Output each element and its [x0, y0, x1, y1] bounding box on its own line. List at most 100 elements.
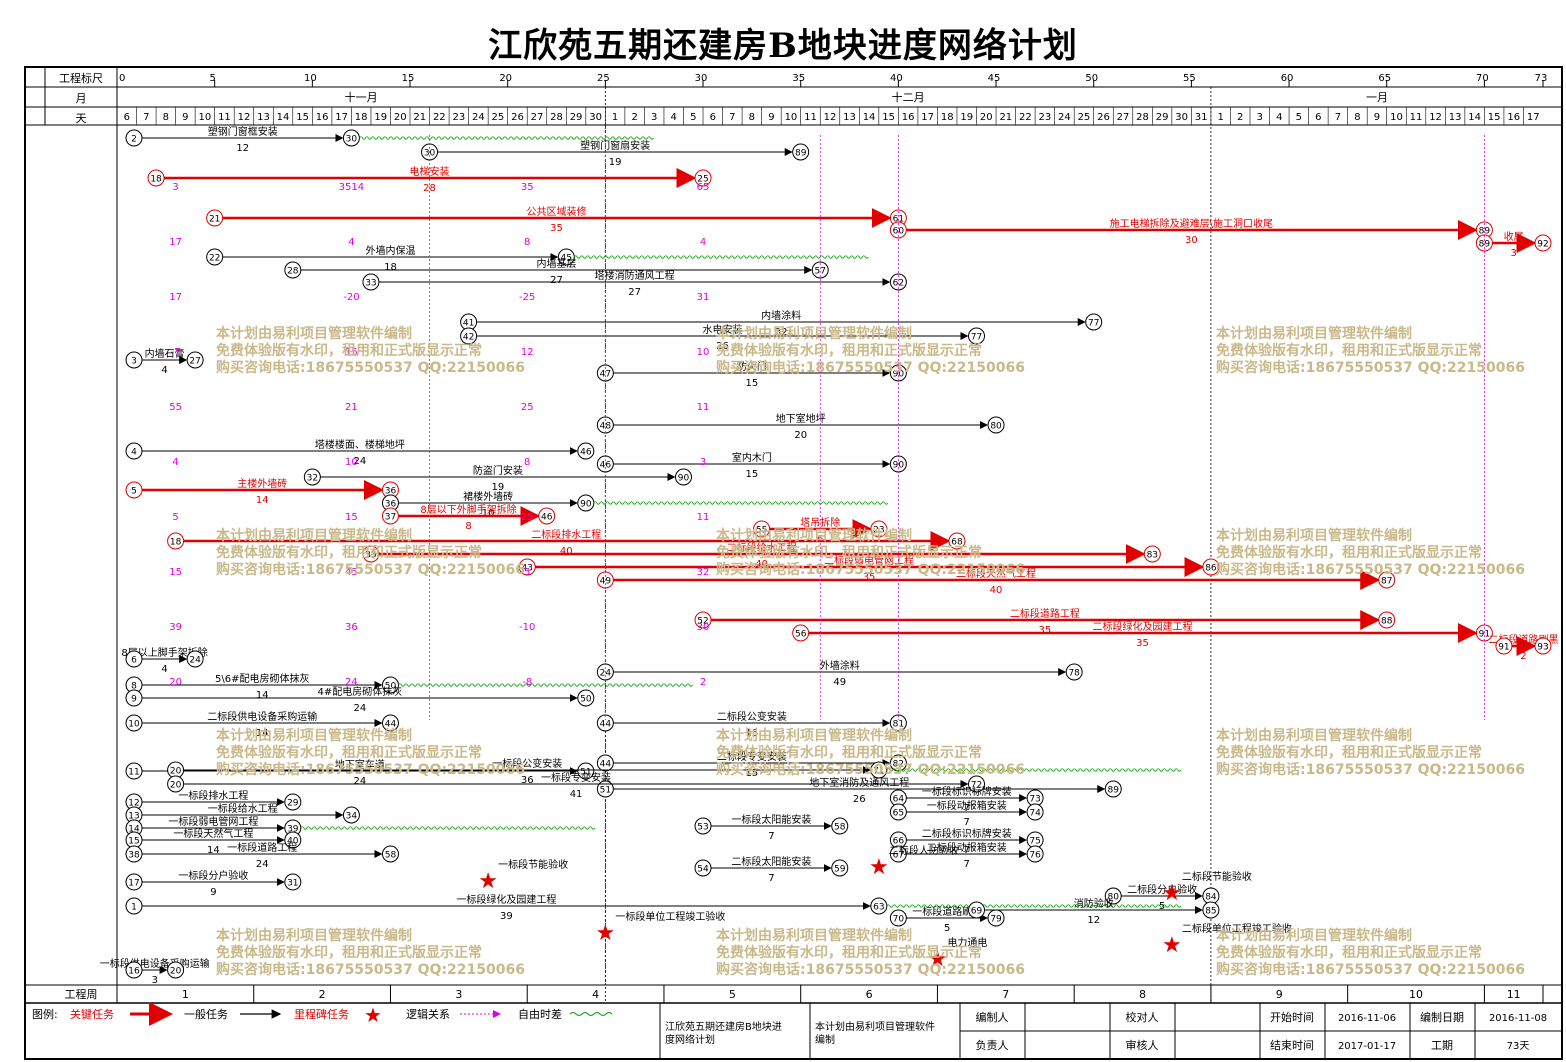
event-node-number: 90 — [893, 461, 905, 471]
task-23: 二标段弱电管网工程 35 43 86 — [518, 554, 1220, 583]
event-node: 30 — [342, 129, 360, 147]
event-node: 44 — [596, 754, 614, 772]
float-label: 4 — [172, 457, 178, 468]
float-label: 55 — [169, 402, 182, 413]
day-label: 20 — [980, 112, 993, 123]
day-label: 25 — [1078, 112, 1091, 123]
event-node-circle — [792, 143, 810, 161]
watermark-line: 免费体验版有水印，租用和正式版显示正常 — [716, 545, 982, 561]
task-label: 内墙涂料 — [761, 309, 801, 322]
scale-tick-label: 73 — [1535, 73, 1548, 84]
task-label: 二标段分户验收 — [1127, 883, 1197, 896]
footer-owner-label: 负责人 — [976, 1038, 1009, 1052]
event-node-number: 68 — [951, 538, 963, 548]
task-label: 二标段标识标牌安装 — [922, 827, 1012, 840]
watermark-line: 免费体验版有水印，租用和正式版显示正常 — [216, 343, 482, 359]
event-node-circle — [125, 481, 143, 499]
task-duration: 7 — [964, 817, 970, 828]
footer-duration-label: 工期 — [1431, 1039, 1453, 1052]
event-node-circle — [889, 221, 907, 239]
day-label: 29 — [1156, 112, 1169, 123]
event-node-number: 24 — [600, 669, 612, 679]
event-node-number: 82 — [893, 760, 904, 770]
float-label: 21 — [345, 402, 358, 413]
day-label: 14 — [1468, 112, 1481, 123]
event-node-number: 42 — [463, 333, 474, 343]
event-node-circle — [577, 689, 595, 707]
event-node: 72 — [968, 775, 986, 793]
event-node-number: 30 — [346, 135, 358, 145]
task-label: 二标段专变安装 — [717, 750, 787, 763]
day-label: 13 — [257, 112, 270, 123]
event-node-circle — [968, 775, 986, 793]
task-label: 二标段给水工程 — [727, 541, 797, 554]
task-10: 水电安装 26 42 77 — [460, 323, 986, 352]
task-label: 二标段弱电管网工程 — [824, 554, 914, 567]
float-label: 25 — [521, 512, 534, 523]
event-node: 79 — [987, 909, 1005, 927]
task-duration: 14 — [207, 845, 220, 856]
event-node-number: 46 — [541, 513, 553, 523]
event-node-circle — [596, 754, 614, 772]
event-node-number: 43 — [521, 564, 532, 574]
event-node: 65 — [889, 803, 907, 821]
task-label: 防盗门安装 — [473, 464, 523, 477]
page-title: 江欣苑五期还建房B地块进度网络计划 — [488, 26, 1078, 66]
free-float-wave — [593, 501, 889, 505]
event-node: 92 — [1534, 234, 1552, 252]
event-node-circle — [1495, 637, 1513, 655]
event-node-circle — [1104, 780, 1122, 798]
event-node: 3 — [125, 351, 143, 369]
event-node: 93 — [1534, 637, 1552, 655]
footer-software-cont: 编制 — [815, 1033, 835, 1046]
watermark-line: 免费体验版有水印，租用和正式版显示正常 — [716, 343, 982, 359]
event-node: 80 — [1104, 887, 1122, 905]
event-node-circle — [381, 714, 399, 732]
event-node: 29 — [284, 793, 302, 811]
event-node-number: 55 — [756, 526, 767, 536]
day-label: 22 — [1019, 112, 1032, 123]
task-label: 施工电梯拆除及避难层\施工洞口收尾 — [1110, 217, 1273, 230]
event-node-number: 24 — [189, 656, 201, 666]
task-duration: 18 — [384, 262, 397, 273]
milestone-4: ★二标段节能验收 — [1162, 870, 1252, 906]
watermark-line: 免费体验版有水印，租用和正式版显示正常 — [1216, 343, 1482, 359]
watermark-line: 购买咨询电话:18675550537 QQ:22150066 — [216, 762, 525, 778]
legend-logic-label: 逻辑关系 — [406, 1007, 450, 1021]
event-node-number: 22 — [209, 254, 220, 264]
event-node: 8 — [125, 676, 143, 694]
event-node-number: 49 — [600, 577, 612, 587]
float-label: -25 — [519, 292, 535, 303]
free-float-wave — [886, 768, 1182, 772]
event-node-circle — [303, 468, 321, 486]
free-float-wave — [398, 683, 693, 687]
day-label: 9 — [768, 112, 774, 123]
day-label: 14 — [277, 112, 290, 123]
task-label: 一标段排水工程 — [178, 789, 248, 802]
event-node-circle — [831, 859, 849, 877]
event-node: 51 — [577, 762, 595, 780]
float-label: 3 — [172, 182, 178, 193]
footer-start-label: 开始时间 — [1270, 1010, 1314, 1024]
task-19: 8层以下外脚手架拆除 8 37 46 — [381, 503, 556, 532]
event-node-number: 83 — [1147, 551, 1158, 561]
task-duration: 26 — [853, 794, 866, 805]
task-duration: 36 — [521, 775, 534, 786]
event-node: 70 — [889, 909, 907, 927]
scale-tick-label: 15 — [402, 73, 415, 84]
event-node-number: 16 — [128, 967, 140, 977]
event-node-number: 85 — [1205, 907, 1216, 917]
task-38: 一标段给水工程 13 34 — [125, 802, 360, 824]
scale-tick-label: 35 — [792, 73, 805, 84]
event-node-circle — [342, 806, 360, 824]
task-label: 二标段供电设备采购运输 — [207, 710, 317, 723]
scale-tick-label: 70 — [1476, 73, 1489, 84]
event-node-circle — [362, 273, 380, 291]
event-node: 89 — [1104, 780, 1122, 798]
task-18: 裙楼外墙砖 10 36 90 — [381, 490, 889, 519]
task-duration: 35 — [1136, 638, 1149, 649]
task-label: 二标段动报箱安装 — [927, 841, 1007, 854]
event-node: 51 — [596, 780, 614, 798]
watermark-line: 购买咨询电话:18675550537 QQ:22150066 — [716, 360, 1025, 376]
